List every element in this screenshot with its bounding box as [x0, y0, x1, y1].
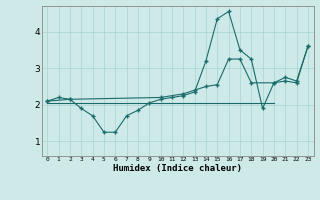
X-axis label: Humidex (Indice chaleur): Humidex (Indice chaleur): [113, 164, 242, 173]
